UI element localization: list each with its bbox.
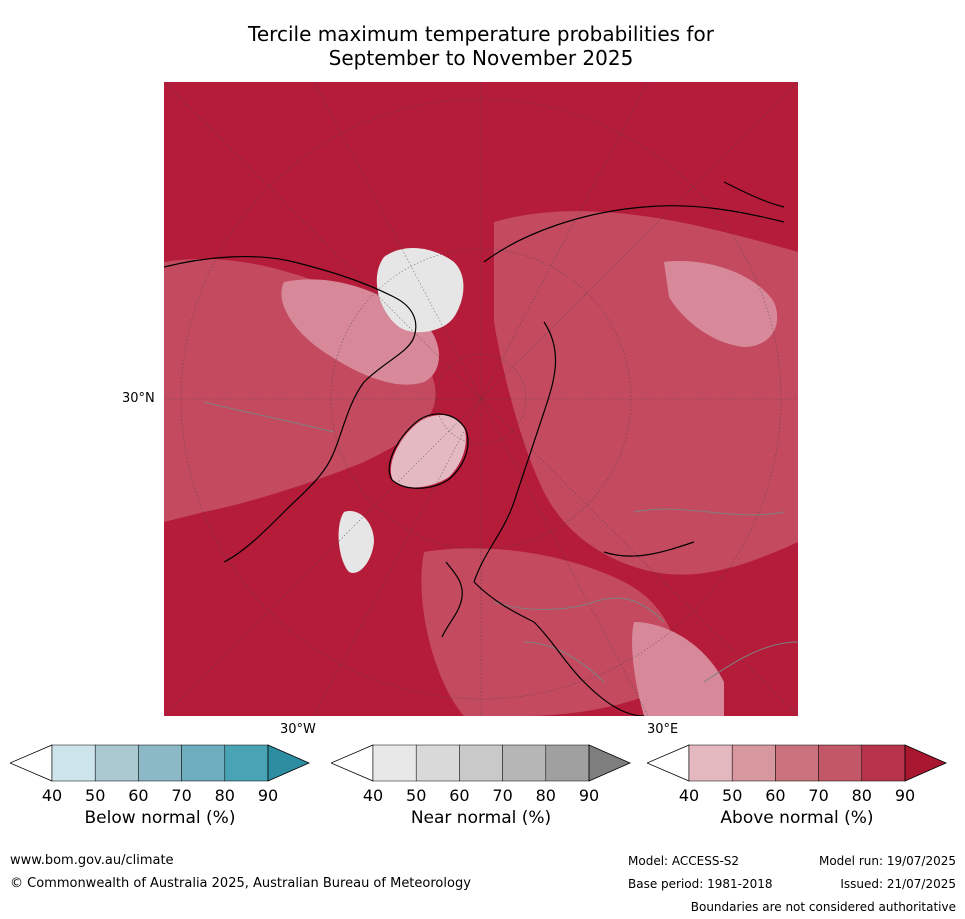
colorbar-segment xyxy=(52,745,95,781)
lat-30n-label: 30°N xyxy=(122,391,155,406)
colorbar-tick-label: 60 xyxy=(765,786,785,805)
colorbar-right-arrow xyxy=(905,745,946,781)
polar-map xyxy=(164,82,798,716)
above-normal-label: Above normal (%) xyxy=(647,808,947,828)
footer-model: Model: ACCESS-S2 xyxy=(628,854,739,868)
colorbar-segment xyxy=(862,745,905,781)
colorbar-segment xyxy=(416,745,459,781)
colorbar-tick-label: 80 xyxy=(215,786,235,805)
footer-base-period: Base period: 1981-2018 xyxy=(628,877,773,891)
above-normal-colorbar-graphic xyxy=(647,744,947,782)
near-normal-label: Near normal (%) xyxy=(331,808,631,828)
colorbar-tick-label: 70 xyxy=(171,786,191,805)
colorbar-segment xyxy=(775,745,818,781)
colorbar-segment xyxy=(459,745,502,781)
colorbar-tick-label: 80 xyxy=(536,786,556,805)
colorbar-tick-label: 40 xyxy=(363,786,383,805)
colorbar-tick-label: 70 xyxy=(808,786,828,805)
colorbar-tick-label: 90 xyxy=(895,786,915,805)
colorbar-right-arrow xyxy=(268,745,309,781)
colorbar-segment xyxy=(732,745,775,781)
below-normal-label: Below normal (%) xyxy=(10,808,310,828)
near-normal-ticks: 40 50 60 70 80 90 xyxy=(331,786,631,806)
colorbar-segment xyxy=(95,745,138,781)
footer-url: www.bom.gov.au/climate xyxy=(10,853,174,868)
below-normal-ticks: 40 50 60 70 80 90 xyxy=(10,786,310,806)
colorbar-tick-label: 90 xyxy=(579,786,599,805)
above-normal-ticks: 40 50 60 70 80 90 xyxy=(647,786,947,806)
colorbar-segment xyxy=(182,745,225,781)
colorbar-segment xyxy=(225,745,268,781)
colorbar-tick-label: 40 xyxy=(42,786,62,805)
colorbar-tick-label: 50 xyxy=(85,786,105,805)
below-normal-colorbar: 40 50 60 70 80 90 Below normal (%) xyxy=(10,744,310,834)
lon-30e-label: 30°E xyxy=(647,722,678,737)
colorbar-segment xyxy=(373,745,416,781)
footer-disclaimer: Boundaries are not considered authoritat… xyxy=(691,900,956,914)
footer-issued: Issued: 21/07/2025 xyxy=(840,877,956,891)
footer-model-run: Model run: 19/07/2025 xyxy=(819,854,956,868)
colorbar-tick-label: 50 xyxy=(722,786,742,805)
colorbar-segment xyxy=(819,745,862,781)
colorbar-right-arrow xyxy=(589,745,630,781)
colorbar-left-arrow xyxy=(331,745,373,781)
colorbar-segment xyxy=(138,745,181,781)
colorbar-tick-label: 50 xyxy=(406,786,426,805)
colorbar-segment xyxy=(546,745,589,781)
colorbar-segment xyxy=(689,745,732,781)
colorbar-tick-label: 60 xyxy=(449,786,469,805)
near-normal-colorbar-graphic xyxy=(331,744,631,782)
colorbar-left-arrow xyxy=(10,745,52,781)
map-title: Tercile maximum temperature probabilitie… xyxy=(164,22,798,70)
colorbar-left-arrow xyxy=(647,745,689,781)
above-normal-colorbar: 40 50 60 70 80 90 Above normal (%) xyxy=(647,744,947,834)
footer-copyright: © Commonwealth of Australia 2025, Austra… xyxy=(10,876,471,891)
title-line-2: September to November 2025 xyxy=(164,46,798,70)
below-normal-colorbar-graphic xyxy=(10,744,310,782)
colorbar-tick-label: 80 xyxy=(852,786,872,805)
colorbar-tick-label: 70 xyxy=(492,786,512,805)
colorbar-tick-label: 90 xyxy=(258,786,278,805)
title-line-1: Tercile maximum temperature probabilitie… xyxy=(164,22,798,46)
colorbar-tick-label: 40 xyxy=(679,786,699,805)
colorbar-tick-label: 60 xyxy=(128,786,148,805)
near-normal-colorbar: 40 50 60 70 80 90 Near normal (%) xyxy=(331,744,631,834)
colorbar-segment xyxy=(503,745,546,781)
lon-30w-label: 30°W xyxy=(280,722,316,737)
